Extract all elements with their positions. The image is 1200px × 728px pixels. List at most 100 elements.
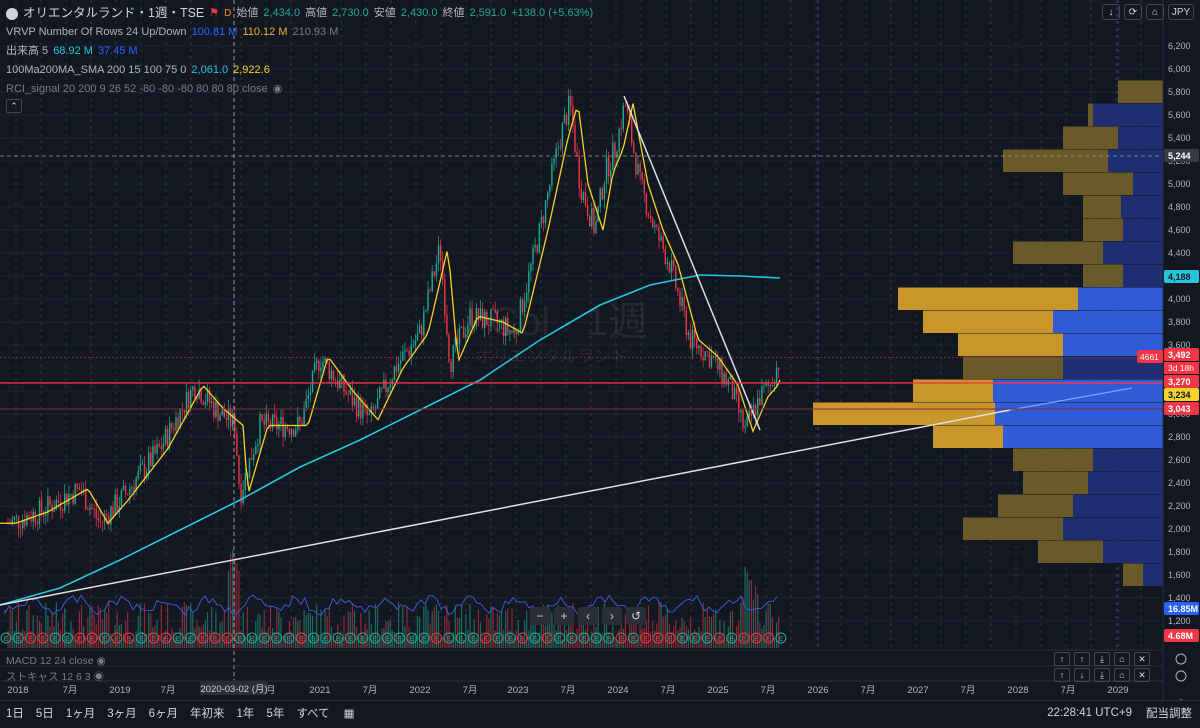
earnings-marker[interactable]: E xyxy=(344,632,356,644)
earnings-marker[interactable]: E xyxy=(172,632,184,644)
down-trendline[interactable] xyxy=(623,95,761,431)
eye-icon[interactable]: ◉ xyxy=(96,655,106,667)
earnings-marker[interactable]: E xyxy=(320,632,332,644)
earnings-marker[interactable]: E xyxy=(627,632,639,644)
earnings-marker[interactable]: E xyxy=(111,632,123,644)
clock[interactable]: 22:28:41 UTC+9 xyxy=(1047,706,1132,719)
earnings-marker[interactable]: E xyxy=(677,632,688,644)
earnings-marker[interactable]: E xyxy=(455,632,467,644)
stoch-legend[interactable]: ストキャス 12 6 3 ◉ xyxy=(6,669,104,684)
earnings-marker[interactable]: E xyxy=(160,632,172,644)
earnings-marker[interactable]: E xyxy=(640,632,652,644)
earnings-marker[interactable]: E xyxy=(541,632,553,644)
earnings-marker[interactable]: E xyxy=(148,632,160,644)
eye-icon[interactable]: ◉ xyxy=(93,671,105,683)
earnings-marker[interactable]: E xyxy=(529,632,541,644)
earnings-marker[interactable]: E xyxy=(701,632,713,644)
earnings-marker[interactable]: E xyxy=(25,632,37,644)
timeframe-2[interactable]: 1ヶ月 xyxy=(65,707,96,720)
earnings-marker[interactable]: E xyxy=(221,632,233,644)
timeframe-4[interactable]: 6ヶ月 xyxy=(148,707,179,720)
pane-close-icon[interactable]: ✕ xyxy=(1134,652,1150,666)
rci-label[interactable]: RCI_signal 20 200 9 26 52 -80 -80 -80 80… xyxy=(6,83,268,95)
download-icon[interactable]: ↓ xyxy=(1102,4,1120,20)
earnings-marker[interactable]: E xyxy=(62,632,73,644)
symbol-title[interactable]: オリエンタルランド・1週・TSE xyxy=(23,6,205,20)
calendar-icon[interactable]: ▦ xyxy=(343,707,355,720)
settings-icon[interactable]: ⌂ xyxy=(1146,4,1164,20)
pane-close-icon[interactable]: ✕ xyxy=(1134,668,1150,682)
earnings-marker[interactable]: E xyxy=(664,632,676,644)
earnings-marker[interactable]: E xyxy=(283,632,295,644)
earnings-marker[interactable]: E xyxy=(197,632,209,644)
pane-down-icon[interactable]: ↓ xyxy=(1074,668,1090,682)
earnings-marker[interactable]: E xyxy=(123,632,135,644)
earnings-marker[interactable]: E xyxy=(713,632,725,644)
earnings-marker[interactable]: E xyxy=(578,632,590,644)
earnings-marker[interactable]: E xyxy=(74,632,86,644)
pane-pin-icon[interactable]: ⤓ xyxy=(1094,652,1110,666)
collapse-legend-button[interactable]: ⌃ xyxy=(6,99,22,113)
earnings-marker[interactable]: E xyxy=(504,632,516,644)
currency-button[interactable]: JPY xyxy=(1168,4,1194,20)
earnings-marker[interactable]: E xyxy=(431,632,442,644)
earnings-marker[interactable]: E xyxy=(394,632,406,644)
refresh-icon[interactable]: ⟳ xyxy=(1124,4,1142,20)
long-trendline[interactable] xyxy=(0,409,1011,606)
pane-pin-icon[interactable]: ⤓ xyxy=(1094,668,1110,682)
scroll-left-button[interactable]: ‹ xyxy=(578,607,598,625)
earnings-marker[interactable]: E xyxy=(590,632,602,644)
earnings-marker[interactable]: E xyxy=(332,632,344,644)
earnings-marker[interactable]: E xyxy=(566,632,578,644)
earnings-marker[interactable]: E xyxy=(652,632,664,644)
earnings-marker[interactable]: E xyxy=(381,632,393,644)
macd-legend[interactable]: MACD 12 24 close ◉ xyxy=(6,655,106,667)
timeframe-7[interactable]: 5年 xyxy=(266,707,285,720)
timeframe-8[interactable]: すべて xyxy=(296,707,330,720)
pane-delete-icon[interactable]: ⌂ xyxy=(1114,668,1130,682)
scroll-right-button[interactable]: › xyxy=(602,607,622,625)
earnings-marker[interactable]: E xyxy=(308,632,319,644)
earnings-marker[interactable]: E xyxy=(357,632,369,644)
timeframe-5[interactable]: 年初来 xyxy=(190,707,225,720)
zoom-in-button[interactable]: + xyxy=(554,607,574,625)
axis-settings-icon[interactable] xyxy=(1175,653,1187,665)
timeframe-0[interactable]: 1日 xyxy=(6,707,24,720)
timeframe-1[interactable]: 5日 xyxy=(35,707,54,720)
earnings-marker[interactable]: E xyxy=(12,632,24,644)
earnings-marker[interactable]: E xyxy=(443,632,455,644)
trendline-extension[interactable] xyxy=(1009,387,1133,411)
volume-label[interactable]: 出来高 5 xyxy=(6,45,49,57)
earnings-marker[interactable]: E xyxy=(406,632,418,644)
earnings-marker[interactable]: E xyxy=(86,632,98,644)
earnings-marker[interactable]: E xyxy=(603,632,615,644)
earnings-marker[interactable]: E xyxy=(234,632,246,644)
earnings-marker[interactable]: E xyxy=(750,632,762,644)
earnings-marker[interactable]: E xyxy=(258,632,270,644)
pane-delete-icon[interactable]: ⌂ xyxy=(1114,652,1130,666)
earnings-marker[interactable]: E xyxy=(775,632,787,644)
earnings-marker[interactable]: E xyxy=(209,632,221,644)
earnings-marker[interactable]: E xyxy=(98,632,110,644)
earnings-marker[interactable]: E xyxy=(271,632,283,644)
pane-down-icon[interactable]: ↑ xyxy=(1074,652,1090,666)
pane-up-icon[interactable]: ↑ xyxy=(1054,668,1070,682)
earnings-marker[interactable]: E xyxy=(369,632,381,644)
earnings-marker[interactable]: E xyxy=(0,632,12,644)
earnings-marker[interactable]: E xyxy=(554,632,565,644)
pane-up-icon[interactable]: ↑ xyxy=(1054,652,1070,666)
earnings-marker[interactable]: E xyxy=(246,632,258,644)
eye-icon[interactable]: ◉ xyxy=(272,83,283,95)
earnings-marker[interactable]: E xyxy=(492,632,504,644)
reset-chart-button[interactable]: ↺ xyxy=(626,607,646,625)
earnings-marker[interactable]: E xyxy=(726,632,738,644)
axis-settings-icon[interactable] xyxy=(1175,670,1187,682)
earnings-marker[interactable]: E xyxy=(418,632,430,644)
earnings-marker[interactable]: E xyxy=(738,632,750,644)
earnings-marker[interactable]: E xyxy=(763,632,775,644)
earnings-marker[interactable]: E xyxy=(517,632,529,644)
earnings-marker[interactable]: E xyxy=(295,632,307,644)
earnings-marker[interactable]: E xyxy=(467,632,479,644)
timeframe-6[interactable]: 1年 xyxy=(236,707,255,720)
